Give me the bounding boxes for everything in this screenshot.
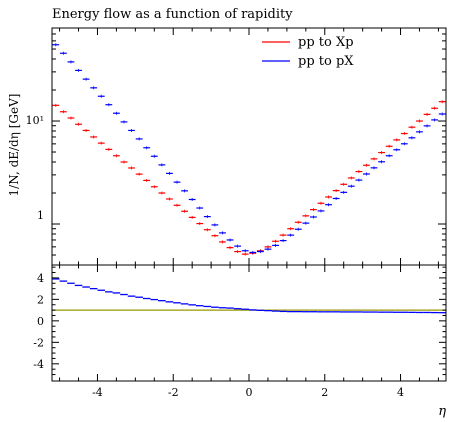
- x-tick-label: -4: [92, 386, 103, 399]
- chart-title: Energy flow as a function of rapidity: [52, 7, 293, 22]
- series-1: [52, 43, 446, 254]
- x-axis-label: η: [438, 404, 446, 419]
- ratio-y-tick-label: 4: [37, 272, 44, 285]
- x-tick-label: 0: [246, 386, 253, 399]
- x-tick-label: 4: [397, 386, 404, 399]
- series-0: [52, 100, 446, 256]
- y-tick-label-10: 10¹: [26, 114, 44, 127]
- main-panel: 1 10¹: [26, 27, 447, 266]
- x-tick-label: -2: [168, 386, 179, 399]
- ratio-y-tick-label: -4: [33, 358, 44, 371]
- legend-label-pp-to-xp: pp to Xp: [298, 35, 354, 50]
- ratio-series-1: [52, 278, 446, 314]
- x-tick-label: 2: [321, 386, 328, 399]
- ratio-panel: 4 2 0 -2 -4 -4 -2 0 2 4: [33, 264, 447, 399]
- legend-label-pp-to-px: pp to pX: [298, 54, 354, 69]
- y-axis-label: 1/N, dE/dη [GeV]: [7, 94, 21, 197]
- legend: pp to Xp pp to pX: [262, 35, 354, 69]
- ratio-y-tick-label: -2: [33, 336, 44, 349]
- ratio-plot-frame: [51, 264, 447, 382]
- y-tick-label-1: 1: [37, 209, 44, 222]
- ratio-y-tick-label: 2: [37, 293, 44, 306]
- ratio-y-tick-label: 0: [37, 315, 44, 328]
